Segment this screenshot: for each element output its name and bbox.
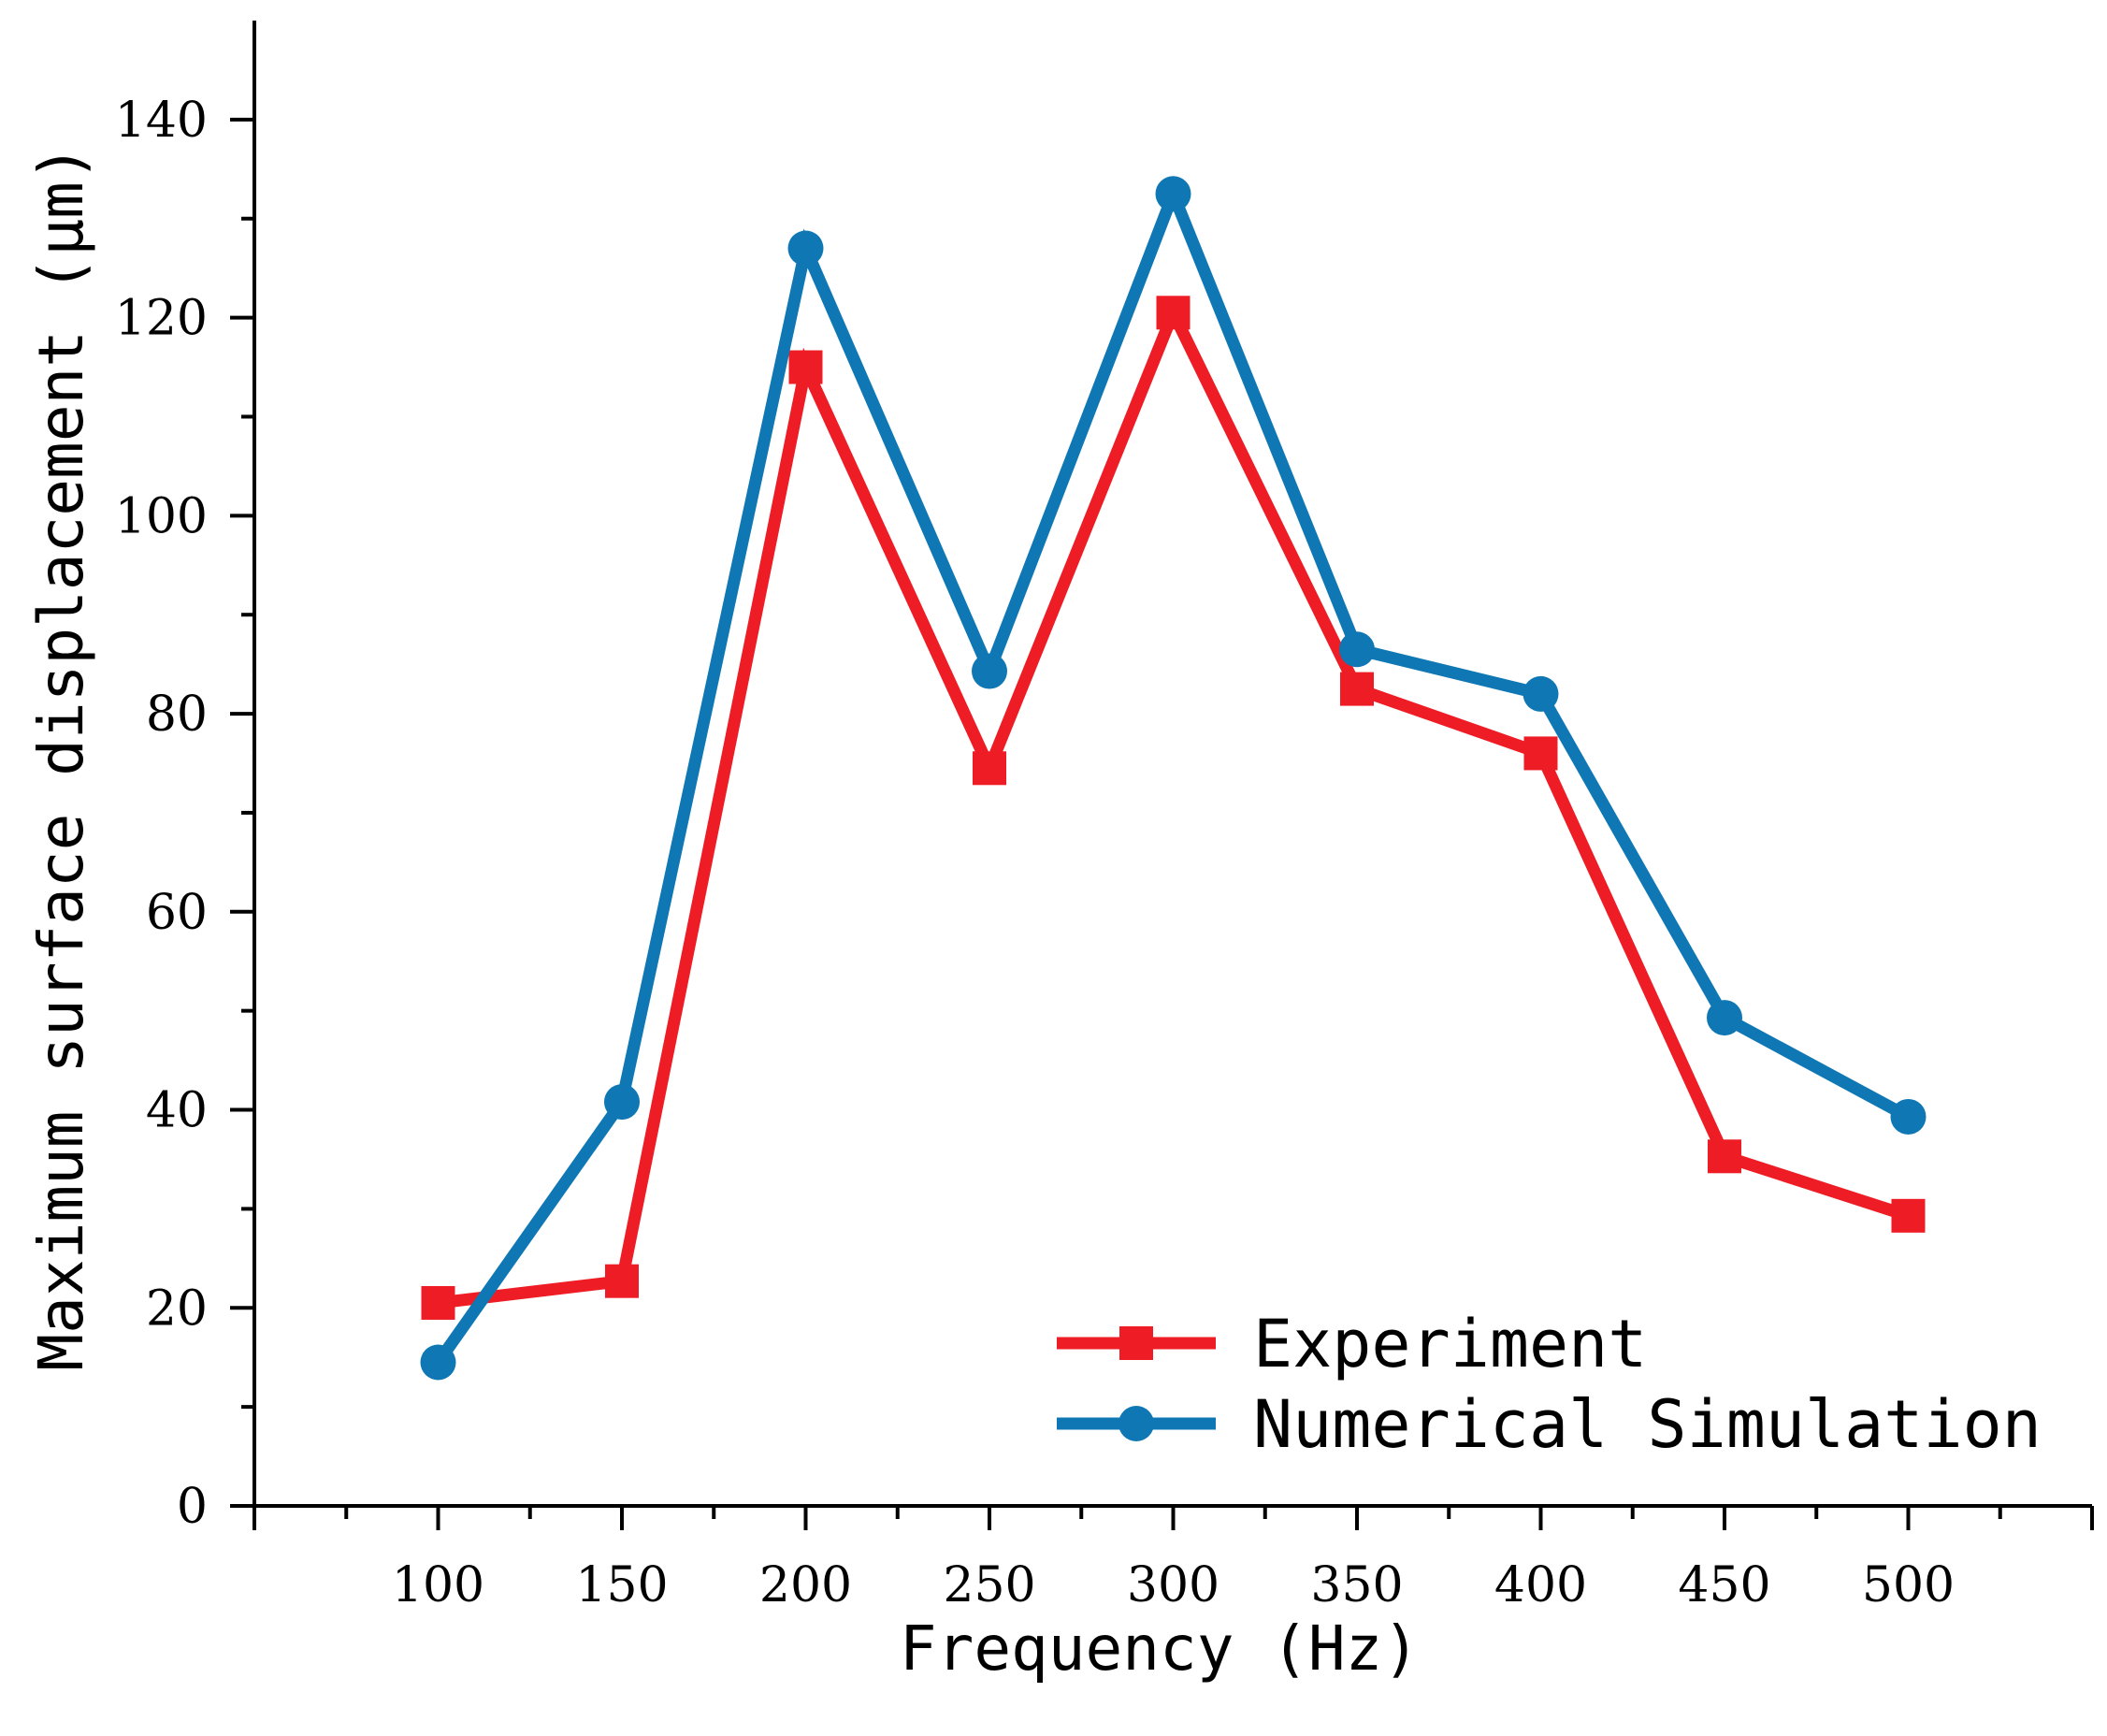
data-point-numerical-simulation xyxy=(1523,675,1559,712)
x-tick-label: 400 xyxy=(1494,1557,1587,1613)
data-point-numerical-simulation xyxy=(1339,631,1375,668)
legend-entry-numerical-simulation: Numerical Simulation xyxy=(1057,1386,2042,1463)
data-point-numerical-simulation xyxy=(972,653,1007,689)
y-tick-label: 60 xyxy=(146,885,208,941)
y-tick-label: 80 xyxy=(146,687,208,743)
legend-marker-experiment xyxy=(1119,1326,1153,1360)
y-axis-title: Maximum surface displacement (μm) xyxy=(25,144,97,1370)
series-numerical-simulation xyxy=(420,176,1927,1381)
x-axis-title: Frequency (Hz) xyxy=(900,1613,1420,1685)
x-tick-label: 250 xyxy=(943,1557,1035,1613)
legend-label-numerical-simulation: Numerical Simulation xyxy=(1253,1386,2042,1463)
data-point-experiment xyxy=(1891,1198,1926,1233)
series-experiment xyxy=(421,296,1926,1320)
x-tick-label: 300 xyxy=(1127,1557,1219,1613)
y-tick-label: 120 xyxy=(115,291,208,347)
legend-label-experiment: Experiment xyxy=(1253,1306,1647,1382)
data-point-experiment xyxy=(1156,296,1191,330)
data-point-experiment xyxy=(421,1285,455,1320)
y-tick-label: 140 xyxy=(115,93,208,149)
axes xyxy=(253,21,2092,1508)
data-point-experiment xyxy=(973,751,1006,786)
data-point-experiment xyxy=(1340,672,1374,706)
data-point-experiment xyxy=(605,1264,639,1298)
legend-marker-numerical-simulation xyxy=(1118,1406,1154,1441)
series-line-numerical-simulation xyxy=(433,177,1912,1367)
data-point-numerical-simulation xyxy=(1155,176,1191,212)
data-point-experiment xyxy=(1523,736,1558,771)
data-point-experiment xyxy=(788,350,823,384)
x-axis-ticks: 100 150 200 250 300 350 400 450 500 xyxy=(253,1506,2094,1613)
y-tick-label: 0 xyxy=(177,1479,208,1535)
x-tick-label: 100 xyxy=(392,1557,484,1613)
x-tick-label: 450 xyxy=(1678,1557,1770,1613)
plot-series xyxy=(420,176,1927,1381)
data-point-numerical-simulation xyxy=(1707,1000,1742,1036)
y-tick-label: 20 xyxy=(146,1280,208,1337)
series-line-experiment xyxy=(437,297,1911,1309)
x-tick-label: 150 xyxy=(575,1557,668,1613)
data-point-numerical-simulation xyxy=(604,1084,640,1121)
x-tick-label: 500 xyxy=(1862,1557,1955,1613)
data-point-experiment xyxy=(1708,1139,1741,1174)
data-point-numerical-simulation xyxy=(787,230,824,267)
legend: Experiment Numerical Simulation xyxy=(1057,1306,2042,1463)
data-point-numerical-simulation xyxy=(420,1344,456,1381)
x-tick-label: 350 xyxy=(1310,1557,1403,1613)
data-point-numerical-simulation xyxy=(1890,1098,1927,1135)
y-axis-ticks: 0 20 40 60 80 100 120 140 xyxy=(115,93,254,1535)
x-tick-label: 200 xyxy=(759,1557,852,1613)
y-tick-label: 100 xyxy=(115,488,208,544)
y-tick-label: 40 xyxy=(146,1083,208,1139)
legend-entry-experiment: Experiment xyxy=(1057,1306,1647,1382)
